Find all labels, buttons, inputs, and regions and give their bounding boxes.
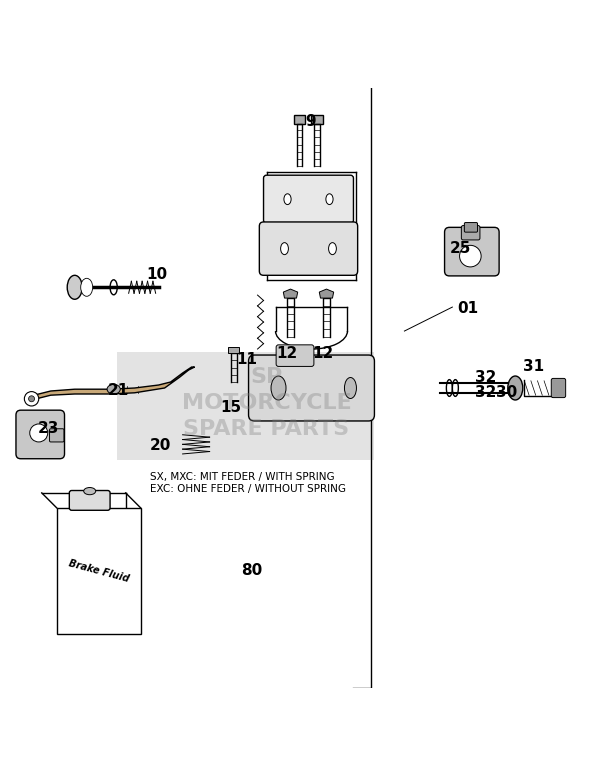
Circle shape	[460, 245, 481, 267]
Text: 12: 12	[313, 346, 334, 361]
Text: 23: 23	[38, 421, 59, 436]
FancyBboxPatch shape	[276, 345, 314, 366]
Text: 25: 25	[450, 241, 471, 256]
FancyBboxPatch shape	[70, 490, 110, 511]
FancyBboxPatch shape	[16, 411, 65, 459]
Text: 31: 31	[523, 359, 545, 374]
Text: Brake Fluid: Brake Fluid	[67, 558, 130, 584]
Circle shape	[24, 392, 39, 406]
Text: 15: 15	[220, 400, 241, 414]
Text: 9: 9	[306, 114, 316, 129]
Polygon shape	[283, 289, 298, 298]
Polygon shape	[228, 347, 239, 353]
FancyBboxPatch shape	[264, 175, 353, 223]
Polygon shape	[117, 352, 374, 460]
Text: 10: 10	[146, 267, 168, 282]
Text: 32: 32	[474, 386, 496, 400]
FancyBboxPatch shape	[249, 355, 374, 421]
Polygon shape	[27, 367, 195, 401]
Ellipse shape	[329, 243, 336, 255]
FancyBboxPatch shape	[465, 223, 477, 232]
Circle shape	[30, 424, 48, 442]
Polygon shape	[293, 116, 306, 124]
Text: 80: 80	[241, 563, 263, 578]
FancyBboxPatch shape	[445, 227, 499, 276]
Text: 12: 12	[276, 346, 298, 361]
Text: 11: 11	[237, 352, 258, 367]
FancyBboxPatch shape	[57, 508, 140, 634]
Ellipse shape	[80, 279, 93, 296]
Ellipse shape	[271, 376, 286, 400]
Ellipse shape	[344, 377, 356, 399]
FancyBboxPatch shape	[50, 429, 64, 442]
Circle shape	[28, 396, 34, 402]
Ellipse shape	[67, 275, 82, 300]
Ellipse shape	[326, 194, 333, 205]
Text: 01: 01	[457, 301, 479, 316]
FancyBboxPatch shape	[462, 226, 480, 240]
Ellipse shape	[281, 243, 289, 255]
Text: 32: 32	[474, 369, 496, 385]
Ellipse shape	[508, 376, 523, 400]
Text: SX, MXC: MIT FEDER / WITH SPRING
EXC: OHNE FEDER / WITHOUT SPRING: SX, MXC: MIT FEDER / WITH SPRING EXC: OH…	[149, 472, 345, 494]
Polygon shape	[312, 116, 324, 124]
Text: SP
MOTORCYCLE
SPARE PARTS: SP MOTORCYCLE SPARE PARTS	[182, 366, 352, 439]
Ellipse shape	[284, 194, 291, 205]
Text: 21: 21	[108, 383, 129, 399]
Text: 30: 30	[495, 385, 517, 400]
Ellipse shape	[83, 487, 96, 495]
Ellipse shape	[107, 384, 120, 394]
FancyBboxPatch shape	[551, 379, 566, 397]
Text: 20: 20	[149, 438, 171, 453]
FancyBboxPatch shape	[260, 222, 358, 275]
Polygon shape	[319, 289, 334, 298]
